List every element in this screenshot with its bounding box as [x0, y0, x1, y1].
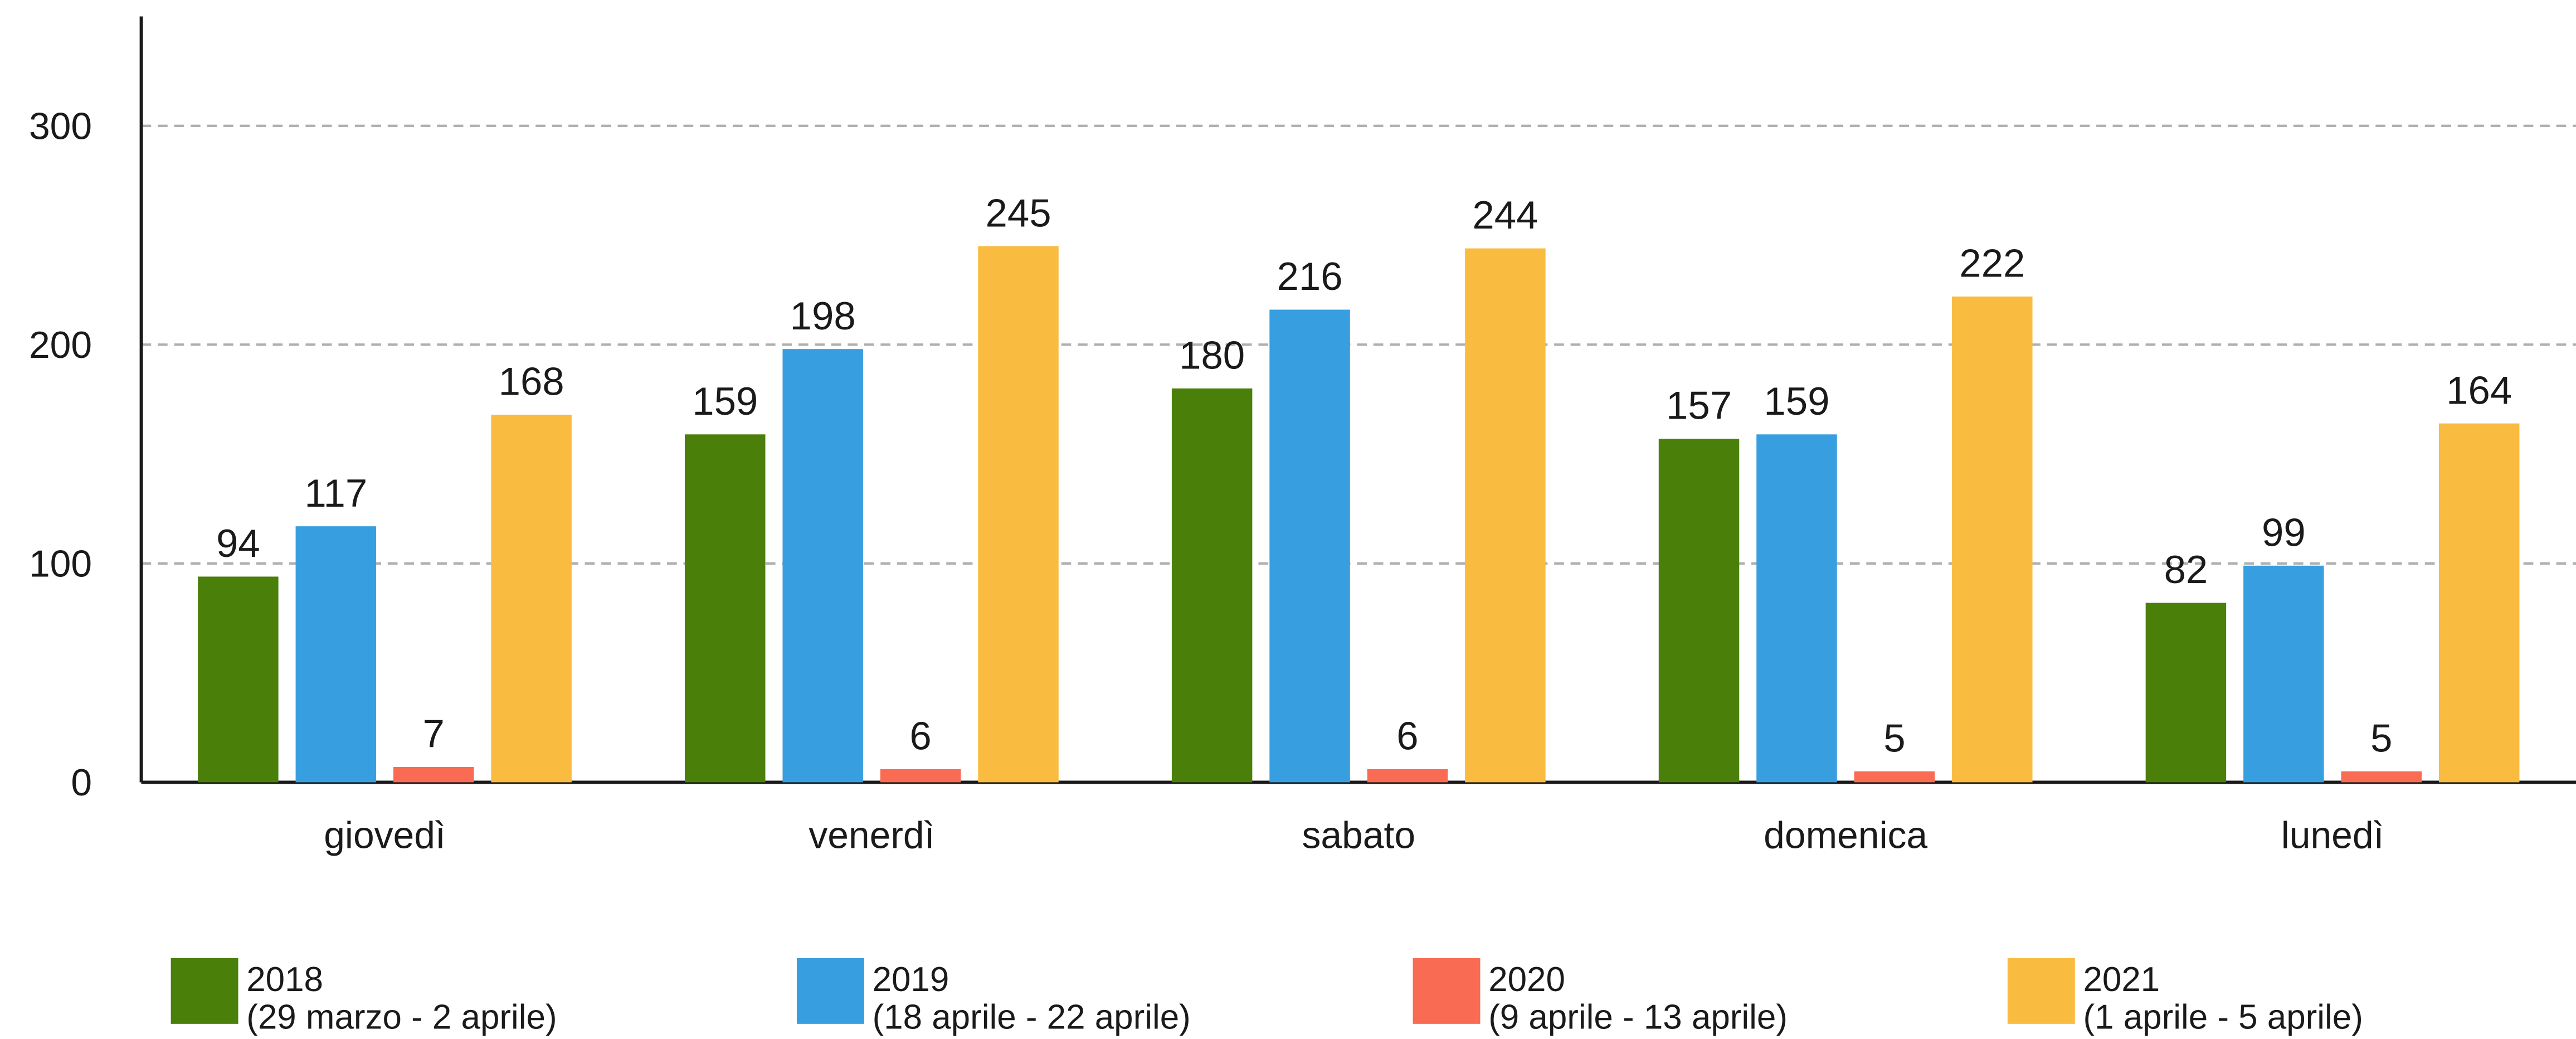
value-label: 99: [2262, 510, 2306, 554]
value-label: 159: [692, 379, 758, 423]
legend-period: (18 aprile - 22 aprile): [873, 998, 1191, 1037]
bar: [1854, 771, 1935, 783]
value-label: 7: [423, 712, 445, 756]
legend-label: 2019: [873, 960, 949, 999]
y-tick-label: 300: [29, 105, 92, 147]
bar: [1465, 248, 1546, 783]
bar: [978, 246, 1059, 783]
y-tick-label: 100: [29, 543, 92, 585]
bar: [782, 349, 863, 783]
value-label: 244: [1472, 193, 1538, 237]
bar: [491, 414, 572, 783]
bar: [685, 434, 766, 783]
value-label: 117: [304, 471, 367, 515]
legend-period: (1 aprile - 5 aprile): [2083, 998, 2363, 1037]
value-label: 82: [2164, 547, 2208, 591]
bar: [2438, 423, 2520, 783]
value-label: 5: [2370, 716, 2392, 760]
bar: [1658, 439, 1740, 783]
value-label: 5: [1883, 716, 1905, 760]
x-tick-label: giovedì: [324, 814, 446, 856]
legend-label: 2020: [1488, 960, 1565, 999]
legend-swatch: [1413, 958, 1481, 1024]
x-tick-label: sabato: [1302, 814, 1415, 856]
bar: [1756, 434, 1837, 783]
value-label: 94: [216, 521, 260, 565]
legend-label: 2018: [246, 960, 323, 999]
value-label: 180: [1179, 333, 1245, 377]
value-label: 168: [499, 360, 564, 404]
bar: [1269, 309, 1350, 783]
bar: [1171, 388, 1253, 783]
value-label: 157: [1666, 383, 1732, 428]
bar: [2145, 603, 2227, 783]
bar: [198, 576, 279, 783]
bar: [295, 526, 377, 783]
bar: [1367, 769, 1448, 783]
legend-period: (29 marzo - 2 aprile): [246, 998, 557, 1037]
value-label: 164: [2446, 368, 2512, 412]
value-label: 245: [986, 191, 1051, 235]
y-tick-label: 200: [29, 324, 92, 366]
value-label: 198: [790, 294, 856, 338]
x-tick-label: lunedì: [2281, 814, 2384, 856]
value-label: 159: [1764, 379, 1829, 423]
y-tick-label: 0: [71, 762, 92, 804]
legend-swatch: [171, 958, 238, 1024]
legend-period: (9 aprile - 13 aprile): [1488, 998, 1788, 1037]
bar: [2341, 771, 2422, 783]
bar: [1952, 296, 2033, 783]
x-tick-label: venerdì: [809, 814, 934, 856]
value-label: 222: [1959, 241, 2025, 285]
x-tick-label: domenica: [1764, 814, 1927, 856]
value-label: 6: [909, 714, 931, 758]
legend-swatch: [796, 958, 864, 1024]
legend-label: 2021: [2083, 960, 2160, 999]
bar: [880, 769, 961, 783]
bar: [2243, 565, 2324, 783]
value-label: 6: [1396, 714, 1418, 758]
value-label: 216: [1277, 254, 1343, 298]
legend-swatch: [2007, 958, 2075, 1024]
bar: [393, 766, 474, 783]
